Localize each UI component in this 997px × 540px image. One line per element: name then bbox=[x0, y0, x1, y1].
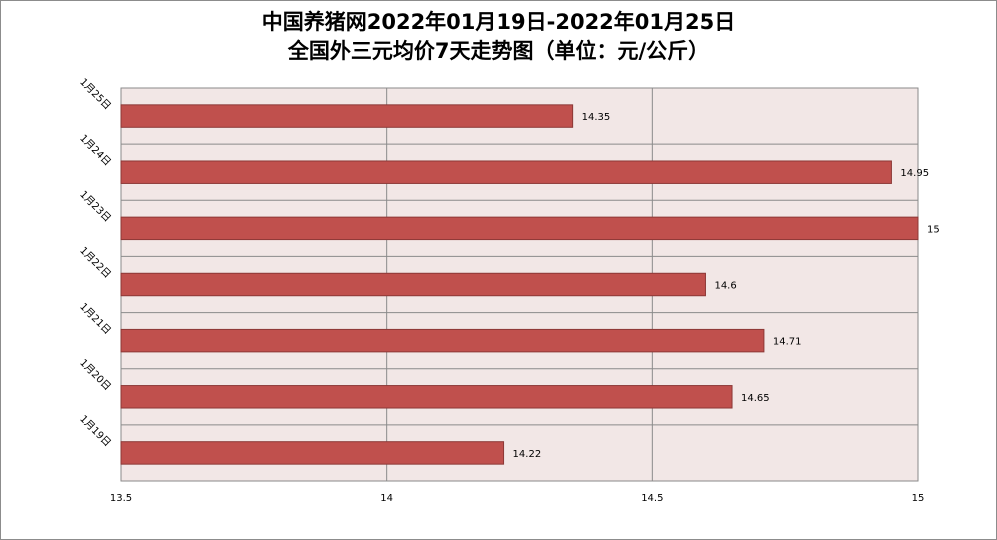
chart-title: 中国养猪网2022年01月19日-2022年01月25日 全国外三元均价7天走势… bbox=[0, 8, 997, 66]
bar bbox=[120, 104, 574, 128]
x-tick-label: 15 bbox=[912, 493, 925, 504]
chart-title-line-2: 全国外三元均价7天走势图（单位：元/公斤） bbox=[287, 39, 710, 63]
data-label: 14.65 bbox=[741, 393, 770, 404]
category-label: 1月21日 bbox=[77, 301, 113, 337]
data-label: 14.35 bbox=[582, 112, 611, 123]
category-label: 1月24日 bbox=[77, 132, 113, 168]
category-label: 1月19日 bbox=[77, 413, 113, 449]
x-tick-label: 13.5 bbox=[110, 493, 132, 504]
category-label: 1月20日 bbox=[77, 357, 113, 393]
bar bbox=[120, 160, 892, 184]
category-label: 1月25日 bbox=[77, 76, 113, 112]
data-label: 14.71 bbox=[773, 337, 802, 348]
chart-title-line-1: 中国养猪网2022年01月19日-2022年01月25日 bbox=[261, 10, 736, 34]
category-label: 1月22日 bbox=[77, 244, 113, 280]
category-label: 1月23日 bbox=[77, 188, 113, 224]
bar bbox=[120, 216, 919, 241]
data-label: 14.6 bbox=[714, 281, 736, 292]
data-label: 14.95 bbox=[900, 168, 929, 179]
x-tick-label: 14 bbox=[380, 493, 393, 504]
data-label: 14.22 bbox=[513, 449, 542, 460]
bar bbox=[120, 272, 706, 297]
bar bbox=[120, 328, 765, 353]
bar bbox=[120, 385, 733, 409]
data-label: 15 bbox=[927, 224, 940, 235]
x-tick-label: 14.5 bbox=[641, 493, 663, 504]
bar bbox=[120, 441, 505, 465]
